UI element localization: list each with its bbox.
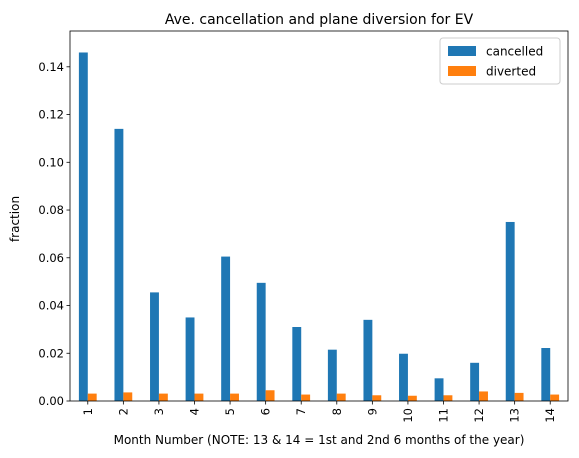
y-ticks: 0.00 0.02 0.04 0.06 0.08 0.10 0.12 0.14 <box>38 60 70 408</box>
y-tick-label: 0.12 <box>38 108 64 122</box>
y-tick-label: 0.04 <box>38 299 64 313</box>
bar-diverted-9 <box>372 395 382 401</box>
x-tick-label: 5 <box>223 408 237 415</box>
bar-cancelled-3 <box>150 292 159 401</box>
series-cancelled <box>78 52 551 401</box>
y-tick-label: 0.00 <box>38 394 64 408</box>
y-tick-label: 0.02 <box>38 346 64 360</box>
axes-frame <box>69 30 569 402</box>
chart-title: Ave. cancellation and plane diversion fo… <box>165 12 474 28</box>
y-tick-label: 0.06 <box>38 251 64 265</box>
bar-diverted-6 <box>265 390 275 401</box>
bar-cancelled-14 <box>541 348 551 401</box>
series-diverted <box>87 390 560 401</box>
bar-cancelled-2 <box>114 128 124 401</box>
bar-diverted-1 <box>87 393 97 401</box>
bar-diverted-4 <box>194 393 204 401</box>
y-tick-label: 0.10 <box>38 155 64 169</box>
x-tick-label: 6 <box>259 408 273 415</box>
legend-swatch-diverted <box>448 66 476 76</box>
x-tick-label: 9 <box>365 408 379 415</box>
y-tick-label: 0.08 <box>38 203 64 217</box>
bar-cancelled-1 <box>78 52 88 401</box>
bar-cancelled-9 <box>363 319 373 401</box>
bar-diverted-13 <box>514 392 524 401</box>
x-tick-label: 8 <box>330 408 344 415</box>
legend-label-cancelled: cancelled <box>486 45 543 59</box>
bar-diverted-11 <box>443 395 453 401</box>
legend-swatch-cancelled <box>448 46 476 56</box>
x-ticks: 1 2 3 4 5 6 7 8 9 10 11 12 13 14 <box>81 401 557 423</box>
bar-cancelled-12 <box>470 362 480 401</box>
plot-area: 0.000.020.040.060.080.100.120.141 2 3 4 5 6 7 8… <box>38 30 569 423</box>
x-tick-label: 7 <box>294 408 308 415</box>
bar-diverted-12 <box>479 391 488 401</box>
x-axis-label: Month Number (NOTE: 13 & 14 = 1st and 2n… <box>114 433 525 447</box>
x-tick-label: 3 <box>152 408 166 415</box>
bar-diverted-14 <box>550 394 560 401</box>
bar-diverted-10 <box>407 395 417 401</box>
y-axis-label: fraction <box>8 196 22 242</box>
y-tick-label: 0.14 <box>38 60 64 74</box>
bar-diverted-2 <box>123 392 133 401</box>
bar-cancelled-10 <box>399 353 408 401</box>
bar-cancelled-13 <box>505 221 515 401</box>
x-tick-label: 12 <box>472 408 486 423</box>
x-tick-label: 4 <box>188 408 202 415</box>
bar-cancelled-11 <box>434 378 444 401</box>
legend-label-diverted: diverted <box>486 65 536 79</box>
bar-cancelled-4 <box>185 317 195 401</box>
x-tick-label: 2 <box>116 408 130 415</box>
x-tick-label: 11 <box>437 408 451 423</box>
x-tick-label: 10 <box>401 408 415 423</box>
x-tick-label: 13 <box>508 408 522 423</box>
bar-cancelled-5 <box>221 256 231 401</box>
bar-cancelled-6 <box>256 282 266 401</box>
bar-diverted-7 <box>301 394 311 401</box>
bar-diverted-8 <box>336 393 346 401</box>
bar-diverted-5 <box>230 393 239 401</box>
bar-cancelled-8 <box>327 349 337 401</box>
bar-diverted-3 <box>158 393 168 401</box>
x-tick-label: 14 <box>543 408 557 423</box>
legend: cancelled diverted <box>439 37 561 85</box>
bar-cancelled-7 <box>292 327 302 401</box>
x-tick-label: 1 <box>81 408 95 415</box>
